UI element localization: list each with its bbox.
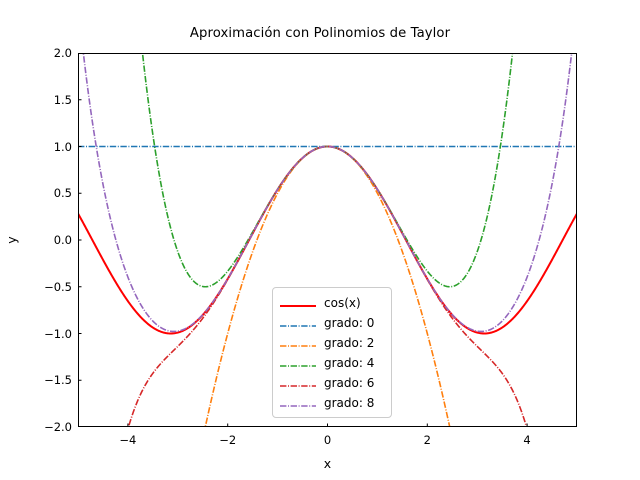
legend-swatch-line xyxy=(279,317,317,329)
legend-item: grado: 4 xyxy=(279,353,385,373)
chart-canvas xyxy=(78,53,577,427)
y-tick-label: −1.5 xyxy=(44,373,72,388)
legend-label: grado: 6 xyxy=(324,376,375,390)
x-tick-label: 4 xyxy=(523,433,531,447)
x-tick-label: −4 xyxy=(119,433,137,447)
y-tick-label: −1.0 xyxy=(44,326,72,341)
series-line-4 xyxy=(127,145,528,427)
legend-swatch-line xyxy=(279,397,317,409)
legend-label: cos(x) xyxy=(324,296,361,310)
x-axis-label: x xyxy=(323,456,332,471)
series-line-5 xyxy=(82,53,573,333)
legend-item: grado: 6 xyxy=(279,373,385,393)
series-line-3 xyxy=(141,53,514,288)
y-axis-label: y xyxy=(4,236,20,244)
y-tick-label: −2.0 xyxy=(44,420,72,434)
legend-swatch-line xyxy=(279,357,317,369)
legend-item: cos(x) xyxy=(279,293,385,313)
x-tick-label: 2 xyxy=(423,433,431,447)
plot-axes xyxy=(78,53,577,427)
y-tick-label: 1.5 xyxy=(53,92,72,107)
legend-item: grado: 2 xyxy=(279,333,385,353)
y-tick-label: 0.0 xyxy=(53,233,72,247)
y-tick-label: −0.5 xyxy=(44,279,72,294)
legend-item: grado: 0 xyxy=(279,313,385,333)
legend-label: grado: 2 xyxy=(324,336,375,350)
legend-swatch-line xyxy=(279,297,317,309)
legend-label: grado: 8 xyxy=(324,396,375,410)
legend-swatch-line xyxy=(279,337,317,349)
legend-swatch-line xyxy=(279,377,317,389)
x-tick-label: 0 xyxy=(323,433,332,447)
chart-legend: cos(x) grado: 0 grado: 2 grado: 4 grado: 6 gr… xyxy=(272,287,392,418)
y-tick-label: 2.0 xyxy=(53,46,72,60)
x-tick-label: −2 xyxy=(219,433,237,447)
y-tick-label: 1.0 xyxy=(53,139,72,154)
page-title: Aproximación con Polinomios de Taylor xyxy=(189,26,451,41)
y-tick-label: 0.5 xyxy=(53,186,72,201)
legend-label: grado: 0 xyxy=(324,316,375,330)
legend-label: grado: 4 xyxy=(324,356,375,370)
legend-item: grado: 8 xyxy=(279,393,385,413)
